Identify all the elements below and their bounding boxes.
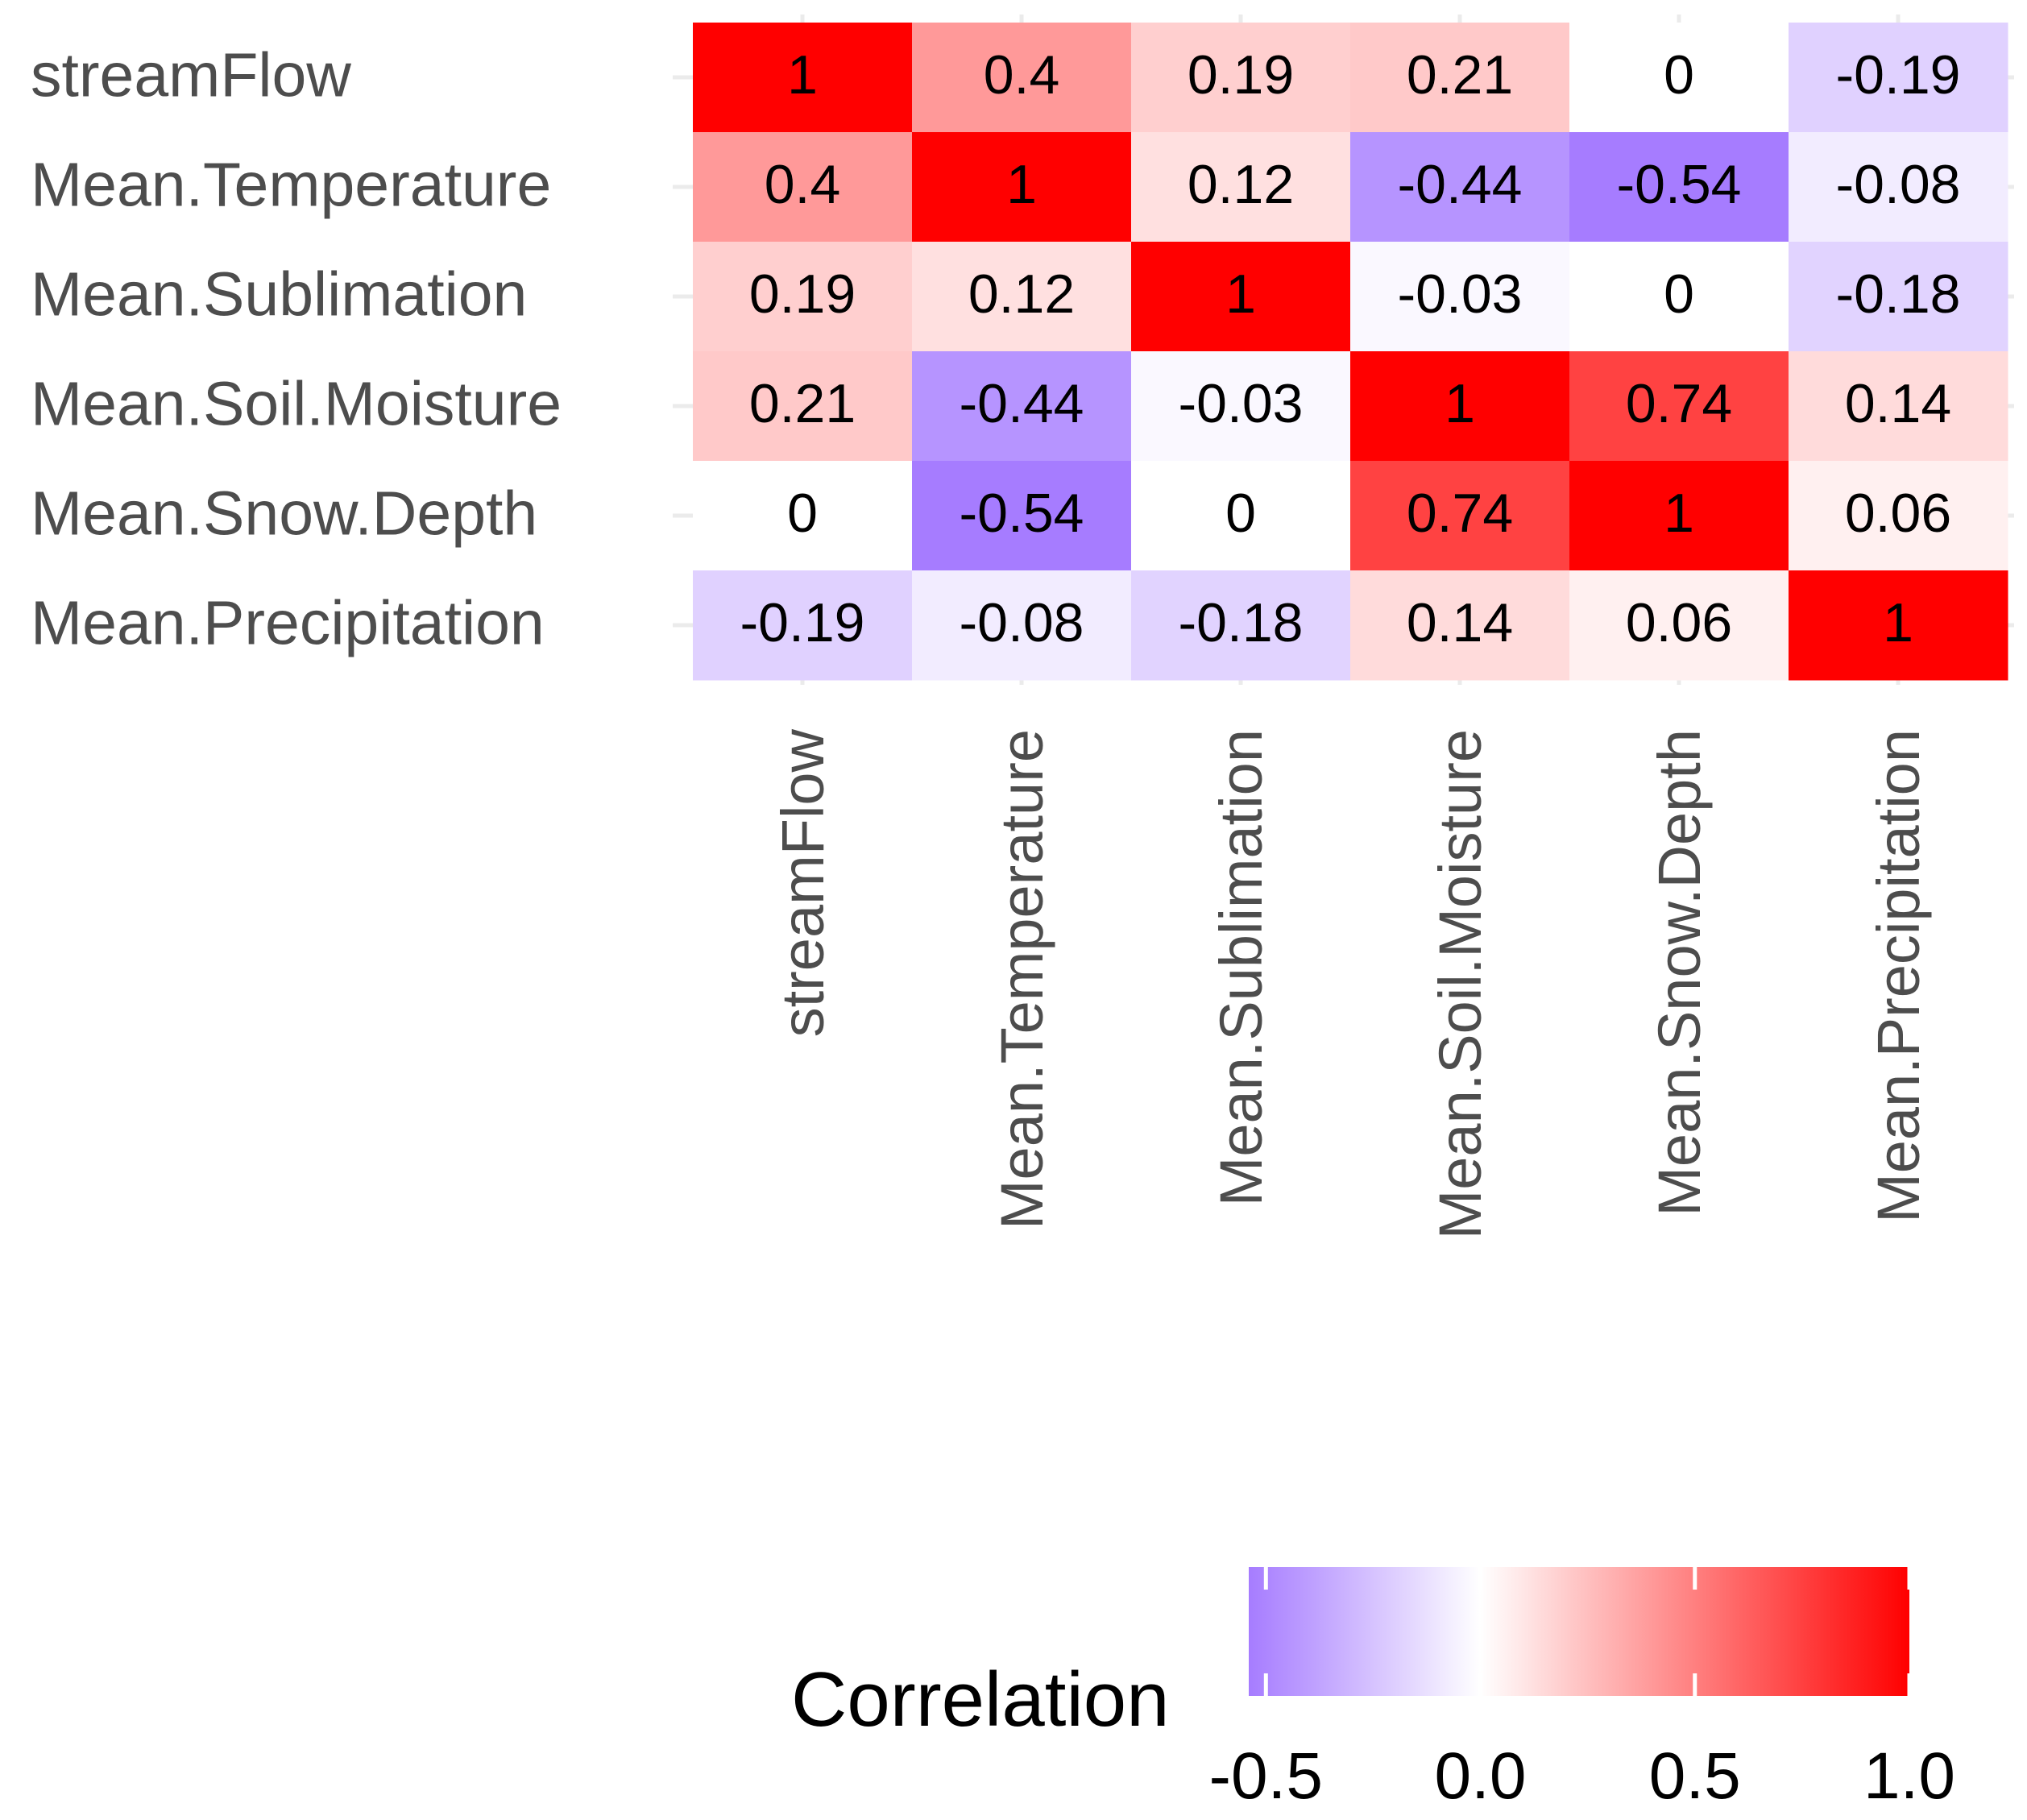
legend-ticks: -0.5 0.0 0.5 1.0 [1209, 1567, 1955, 1813]
cell-value-label: 1 [1883, 592, 1913, 653]
cell-value-label: 0.21 [749, 373, 856, 434]
heatmap-cell [1569, 351, 1789, 462]
heatmap-cell [912, 23, 1132, 133]
cell-value-label: -0.18 [1179, 592, 1304, 653]
heatmap-cell-labels: 1 0.4 0.19 0.21 0 -0.19 0.4 1 0.12 -0.44 -0.54 -0.0… [740, 44, 1961, 653]
heatmap-cell [693, 242, 913, 352]
heatmap-cell [1789, 132, 2008, 243]
cell-value-label: -0.18 [1836, 263, 1961, 325]
cell-value-label: 0.12 [968, 263, 1075, 325]
cell-value-label: -0.19 [740, 592, 865, 653]
x-axis-labels: streamFlow Mean.Temperature Mean.Sublimati… [769, 728, 1932, 1239]
heatmap-cell [1569, 132, 1789, 243]
heatmap-cell [1131, 23, 1351, 133]
heatmap-cell [1569, 570, 1789, 681]
heatmap-cell [1569, 461, 1789, 571]
y-axis-tick-label: Mean.Soil.Moisture [31, 369, 562, 438]
heatmap-cell [1789, 242, 2008, 352]
heatmap-cell [1131, 461, 1351, 571]
y-axis-tick-label: Mean.Temperature [31, 150, 551, 219]
heatmap-cell [693, 132, 913, 243]
cell-value-label: 0.74 [1407, 483, 1513, 544]
heatmap-cells [693, 23, 2008, 681]
cell-value-label: 1 [1225, 263, 1256, 325]
heatmap-cell [693, 461, 913, 571]
x-axis-tick-label: streamFlow [769, 728, 836, 1037]
heatmap-cell [1350, 461, 1570, 571]
cell-value-label: -0.19 [1836, 44, 1961, 106]
cell-value-label: -0.08 [960, 592, 1084, 653]
cell-value-label: 0.21 [1407, 44, 1513, 106]
legend-colorbar [1249, 1567, 1909, 1696]
cell-value-label: 0.12 [1188, 154, 1294, 215]
x-axis-tick-label: Mean.Sublimation [1208, 729, 1275, 1206]
heatmap-cell [1350, 570, 1570, 681]
cell-value-label: 0.06 [1626, 592, 1732, 653]
heatmap-cell [912, 461, 1132, 571]
heatmap-cell [693, 570, 913, 681]
heatmap-cell [1350, 242, 1570, 352]
y-axis-tick-label: Mean.Sublimation [31, 259, 527, 329]
cell-value-label: 0.19 [1188, 44, 1294, 106]
cell-value-label: -0.03 [1179, 373, 1304, 434]
heatmap-cell [912, 351, 1132, 462]
cell-value-label: -0.08 [1836, 154, 1961, 215]
x-axis-tick-label: Mean.Soil.Moisture [1427, 729, 1494, 1239]
y-axis-labels: streamFlow Mean.Temperature Mean.Sublimati… [31, 40, 562, 657]
heatmap-cell [1131, 570, 1351, 681]
heatmap-cell [912, 570, 1132, 681]
cell-value-label: 0 [1664, 263, 1694, 325]
cell-value-label: 0 [1664, 44, 1694, 106]
heatmap-cell [1131, 132, 1351, 243]
cell-value-label: 0 [1225, 483, 1256, 544]
heatmap-cell [1789, 461, 2008, 571]
cell-value-label: 1 [1006, 154, 1037, 215]
heatmap-cell [1789, 23, 2008, 133]
legend-tick-label: 1.0 [1863, 1739, 1955, 1813]
cell-value-label: -0.44 [1398, 154, 1523, 215]
cell-value-label: -0.54 [1617, 154, 1742, 215]
cell-value-label: -0.44 [960, 373, 1084, 434]
cell-value-label: 0.4 [984, 44, 1060, 106]
cell-value-label: 1 [1664, 483, 1694, 544]
cell-value-label: 0.4 [765, 154, 841, 215]
heatmap-cell [912, 242, 1132, 352]
heatmap-cell [1350, 351, 1570, 462]
heatmap-cell [1789, 570, 2008, 681]
cell-value-label: -0.03 [1398, 263, 1523, 325]
heatmap-cell [693, 23, 913, 133]
y-axis-tick-label: Mean.Precipitation [31, 588, 545, 657]
cell-value-label: 0.14 [1407, 592, 1513, 653]
heatmap-cell [1569, 242, 1789, 352]
heatmap-cell [1131, 242, 1351, 352]
heatmap-cell [1350, 132, 1570, 243]
heatmap-cell [1350, 23, 1570, 133]
heatmap-cell [1569, 23, 1789, 133]
x-axis-tick-label: Mean.Precipitation [1865, 729, 1932, 1223]
cell-value-label: 0.19 [749, 263, 856, 325]
legend-tick-label: 0.5 [1649, 1739, 1741, 1813]
legend-tick-label: 0.0 [1435, 1739, 1527, 1813]
cell-value-label: 0.06 [1845, 483, 1951, 544]
heatmap-cell [693, 351, 913, 462]
cell-value-label: 1 [1445, 373, 1475, 434]
legend-title: Correlation [791, 1656, 1170, 1743]
heatmap-cell [1131, 351, 1351, 462]
legend: -0.5 0.0 0.5 1.0 Correlation [791, 1567, 1955, 1813]
y-axis-tick-label: streamFlow [31, 40, 351, 110]
x-axis-tick-label: Mean.Snow.Depth [1646, 729, 1713, 1217]
cell-value-label: -0.54 [960, 483, 1084, 544]
cell-value-label: 0.14 [1845, 373, 1951, 434]
cell-value-label: 1 [787, 44, 818, 106]
legend-tick-label: -0.5 [1209, 1739, 1323, 1813]
cell-value-label: 0.74 [1626, 373, 1732, 434]
y-axis-tick-label: Mean.Snow.Depth [31, 479, 537, 548]
heatmap-cell [912, 132, 1132, 243]
cell-value-label: 0 [787, 483, 818, 544]
heatmap-cell [1789, 351, 2008, 462]
x-axis-tick-label: Mean.Temperature [989, 729, 1055, 1229]
